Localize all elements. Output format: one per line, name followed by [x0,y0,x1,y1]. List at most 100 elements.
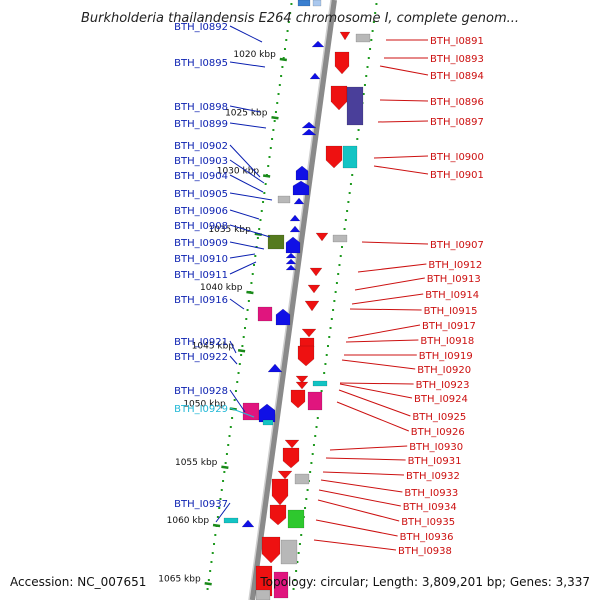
ruler-tick [221,465,229,469]
guide-dot [259,219,262,221]
ruler-tick-label: 1035 kbp [208,225,251,235]
gene-feature [311,40,325,48]
reverse-gene-label: BTH_I0924 [414,394,468,405]
guide-dot [369,48,372,50]
gene-feature [295,375,309,384]
guide-dot [325,354,328,356]
reverse-gene-label: BTH_I0936 [400,532,454,543]
guide-dot [335,282,338,284]
forward-label-leader [229,159,265,184]
guide-dot [280,75,283,77]
gene-feature [267,363,283,373]
guide-dot [277,93,280,95]
guide-dot [375,3,378,5]
guide-dot [316,417,319,419]
guide-dot [374,12,377,14]
guide-dot [237,372,240,374]
guide-dot [282,57,285,59]
map-title: Burkholderia thailandensis E264 chromoso… [81,11,519,26]
gene-feature [295,165,309,181]
reverse-label-leader [322,471,405,476]
accession-text: Accession: NC_007651 [10,575,146,589]
guide-dot [246,309,249,311]
reverse-label-leader [320,479,403,493]
forward-gene-label: BTH_I0909 [174,238,228,249]
gene-feature [255,589,271,600]
guide-dot [330,318,333,320]
gene-feature [284,439,300,449]
guide-dot [311,453,314,455]
reverse-label-leader [339,383,413,399]
reverse-label-leader [329,445,408,451]
guide-dot [260,210,263,212]
gene-feature [289,225,301,233]
gene-feature [223,517,239,524]
reverse-label-leader [339,382,414,385]
forward-gene-label: BTH_I0902 [174,141,228,152]
reverse-gene-label: BTH_I0914 [425,290,479,301]
reverse-label-leader [379,65,429,76]
forward-label-leader [229,122,267,129]
gene-labels-layer: BTH_I0892 BTH_I0895 BTH_I0898 BTH_I0899 BTH_… [174,22,484,557]
gene-feature [280,539,298,565]
gene-feature [297,345,315,367]
guide-dot [262,201,265,203]
reverse-gene-label: BTH_I0913 [427,274,481,285]
forward-label-leader [229,105,261,113]
guide-dot [227,444,230,446]
guide-dot [326,345,329,347]
guide-dot [320,390,323,392]
gene-features-layer [223,0,371,600]
guide-dot [310,462,313,464]
guide-dot [295,570,298,572]
gene-feature [332,234,348,243]
reverse-gene-label: BTH_I0934 [403,502,457,513]
guide-dot [206,588,209,590]
guide-dot [222,480,225,482]
forward-label-leader [229,355,238,365]
gene-feature [355,33,371,43]
forward-label-leader [229,253,256,259]
guide-dot [240,354,243,356]
reverse-label-leader [347,324,421,339]
reverse-label-leader [345,339,419,343]
reverse-label-leader [325,457,406,461]
gene-feature [330,85,348,111]
ruler-tick [212,523,221,528]
guide-dot [233,399,236,401]
guide-dot [329,327,332,329]
forward-label-leader [229,25,263,43]
guide-dot [274,111,277,113]
forward-gene-label: BTH_I0903 [174,156,228,167]
guide-dot [278,84,281,86]
ruler-layer: 1020 kbp 1025 kbp 1030 kbp 1035 kbp 1040 kbp… [158,50,288,586]
gene-feature [285,236,301,254]
guide-dot [281,66,284,68]
gene-feature [297,0,311,7]
guide-dot [285,39,288,41]
backbone-layer [248,0,337,600]
reverse-label-leader [354,277,425,291]
reverse-label-leader [361,241,429,245]
forward-label-leader [229,241,265,250]
guide-dot [309,471,312,473]
forward-gene-label: BTH_I0937 [174,499,228,510]
guide-dot [362,93,365,95]
guide-dot [286,30,289,32]
guide-dot [258,228,261,230]
backbone-shine [248,0,332,600]
gene-feature [258,403,276,423]
ruler-tick-label: 1025 kbp [225,108,268,118]
forward-gene-label: BTH_I0922 [174,352,228,363]
guide-dot [256,237,259,239]
gene-feature [309,72,321,80]
ruler-tick-label: 1050 kbp [183,400,226,410]
reverse-label-leader [313,539,397,551]
reverse-gene-label: BTH_I0925 [412,412,466,423]
reverse-label-leader [336,401,409,432]
guide-dot [337,273,340,275]
forward-label-leader [229,407,255,418]
guide-dot [347,201,350,203]
forward-label-leader [229,174,264,193]
guide-dot [210,561,213,563]
